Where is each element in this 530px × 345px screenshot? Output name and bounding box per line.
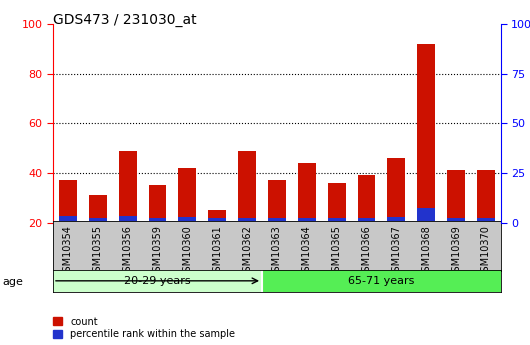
Bar bbox=[447, 218, 465, 223]
Bar bbox=[238, 218, 256, 223]
Bar bbox=[268, 218, 286, 223]
Bar bbox=[328, 183, 346, 223]
Text: GSM10354: GSM10354 bbox=[63, 225, 73, 278]
Bar bbox=[179, 217, 196, 223]
Text: GSM10363: GSM10363 bbox=[272, 225, 282, 277]
Text: GSM10361: GSM10361 bbox=[212, 225, 222, 277]
Bar bbox=[208, 210, 226, 223]
Bar bbox=[89, 195, 107, 223]
Text: GSM10355: GSM10355 bbox=[93, 225, 103, 278]
Text: GSM10366: GSM10366 bbox=[361, 225, 372, 277]
Text: GSM10368: GSM10368 bbox=[421, 225, 431, 277]
Bar bbox=[238, 151, 256, 223]
Text: GSM10360: GSM10360 bbox=[182, 225, 192, 277]
Text: GSM10364: GSM10364 bbox=[302, 225, 312, 277]
Bar bbox=[89, 218, 107, 223]
Bar bbox=[59, 216, 77, 223]
Bar bbox=[119, 216, 137, 223]
Bar bbox=[268, 180, 286, 223]
Bar bbox=[387, 217, 405, 223]
Bar bbox=[477, 218, 495, 223]
Bar bbox=[447, 170, 465, 223]
Bar bbox=[477, 170, 495, 223]
Bar bbox=[119, 151, 137, 223]
Bar bbox=[148, 218, 166, 223]
Text: GSM10367: GSM10367 bbox=[391, 225, 401, 278]
Text: GSM10362: GSM10362 bbox=[242, 225, 252, 278]
Bar bbox=[298, 163, 316, 223]
Bar bbox=[148, 185, 166, 223]
Bar bbox=[179, 168, 196, 223]
Bar bbox=[358, 218, 375, 223]
Bar bbox=[328, 218, 346, 223]
Text: GSM10370: GSM10370 bbox=[481, 225, 491, 278]
Text: GSM10356: GSM10356 bbox=[122, 225, 132, 278]
Bar bbox=[298, 218, 316, 223]
Bar bbox=[262, 270, 501, 292]
Bar bbox=[417, 208, 435, 223]
Text: GSM10369: GSM10369 bbox=[451, 225, 461, 277]
Bar bbox=[358, 175, 375, 223]
Text: age: age bbox=[3, 277, 23, 286]
Text: 65-71 years: 65-71 years bbox=[348, 276, 414, 286]
Bar bbox=[59, 180, 77, 223]
Text: GSM10359: GSM10359 bbox=[153, 225, 163, 278]
Bar bbox=[417, 44, 435, 223]
Text: 20-29 years: 20-29 years bbox=[124, 276, 191, 286]
Text: GSM10365: GSM10365 bbox=[332, 225, 342, 278]
Legend: count, percentile rank within the sample: count, percentile rank within the sample bbox=[52, 316, 235, 339]
Bar bbox=[53, 270, 262, 292]
Text: GDS473 / 231030_at: GDS473 / 231030_at bbox=[53, 13, 197, 27]
Bar bbox=[208, 218, 226, 223]
Bar bbox=[387, 158, 405, 223]
